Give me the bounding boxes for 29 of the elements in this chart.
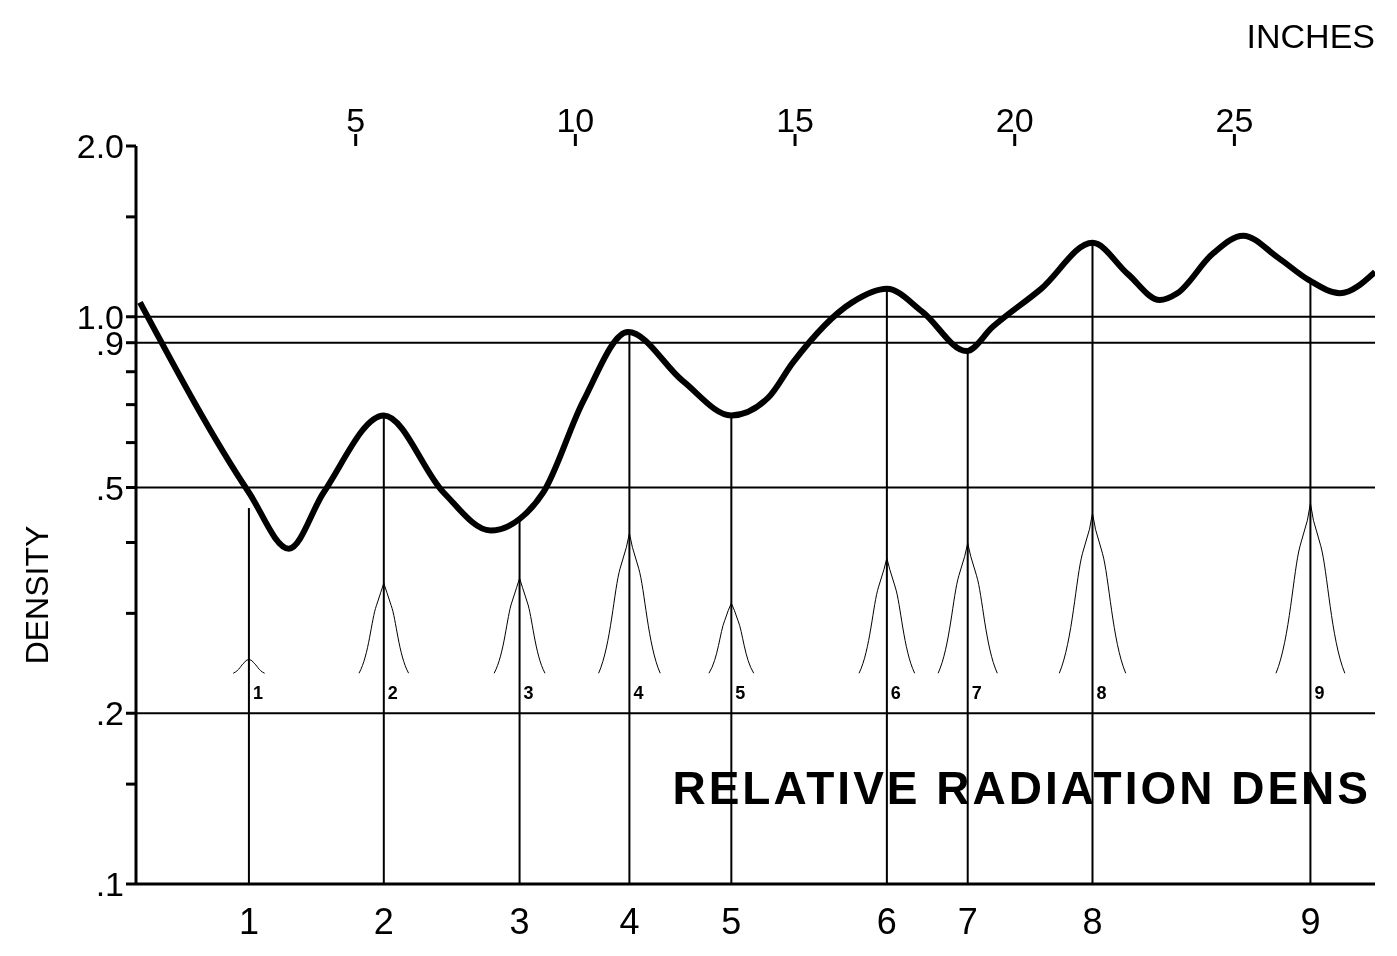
y-tick-label: .2 xyxy=(95,694,124,733)
annotation: 3 xyxy=(523,683,534,704)
x-tick-label: 20 xyxy=(995,101,1034,139)
text: 2 xyxy=(373,901,394,942)
text: 3 xyxy=(509,901,530,942)
annotation: 4 xyxy=(633,683,644,704)
text: 7 xyxy=(957,901,978,942)
text: 5 xyxy=(721,901,742,942)
annotation: 6 xyxy=(890,683,901,704)
x-tick-label: 25 xyxy=(1215,101,1254,139)
annotation: 2 xyxy=(387,683,398,704)
annotation: 1 xyxy=(252,683,263,704)
y-tick-label: .5 xyxy=(95,468,124,507)
y-tick-label: 2.0 xyxy=(76,127,124,166)
annotation: 5 xyxy=(735,683,746,704)
text: 4 xyxy=(619,901,640,942)
y-tick-label: .1 xyxy=(95,865,124,904)
x-tick-label: 15 xyxy=(776,101,814,139)
annotation: 7 xyxy=(971,683,982,704)
text: 8 xyxy=(1082,901,1103,942)
y-axis-title: DENSITY xyxy=(19,525,55,665)
x-tick-label: 10 xyxy=(556,101,595,139)
annotation: 9 xyxy=(1314,683,1325,704)
text: 9 xyxy=(1300,901,1321,942)
annotation: 8 xyxy=(1096,683,1107,704)
x-axis-title: INCHES xyxy=(1246,17,1375,55)
text: 6 xyxy=(876,901,897,942)
text: 1 xyxy=(238,901,259,942)
x-tick-label: 5 xyxy=(346,101,366,139)
